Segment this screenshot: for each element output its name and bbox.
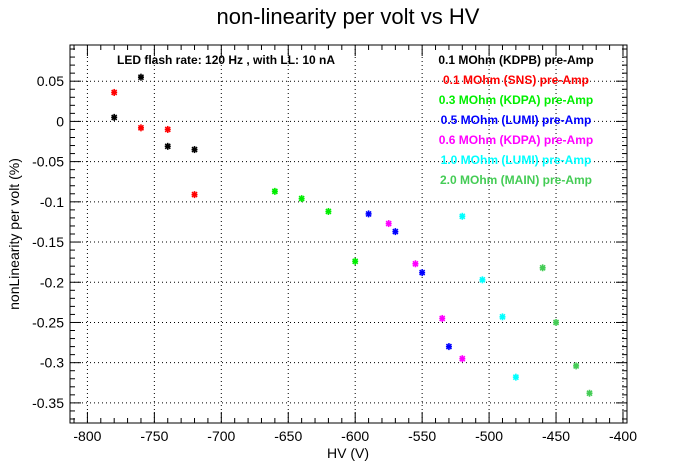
data-point bbox=[352, 257, 359, 265]
x-tick-label: -700 bbox=[207, 428, 235, 444]
y-tick-label: -0.05 bbox=[32, 154, 64, 170]
data-point bbox=[459, 355, 466, 363]
y-tick-label: -0.1 bbox=[40, 194, 64, 210]
x-tick-label: -550 bbox=[408, 428, 436, 444]
legend-entry: 0.1 MOhm (KDPB) pre-Amp bbox=[438, 53, 593, 67]
data-point bbox=[191, 191, 198, 199]
data-point bbox=[412, 260, 419, 268]
data-point bbox=[137, 124, 145, 132]
y-tick-label: -0.15 bbox=[32, 234, 64, 250]
x-tick-label: -650 bbox=[274, 428, 302, 444]
y-tick-label: -0.2 bbox=[40, 274, 64, 290]
data-point bbox=[439, 314, 446, 322]
x-tick-label: -750 bbox=[140, 428, 168, 444]
data-point bbox=[479, 276, 486, 284]
legend-entry: 0.5 MOhm (LUMI) pre-Amp bbox=[441, 113, 592, 127]
axis-ticks: -800 -750 -700 -650 -600 -550 -500 -450 -400 0.05… bbox=[32, 45, 637, 444]
data-point bbox=[552, 318, 560, 326]
chart-annotation: LED flash rate: 120 Hz , with LL: 10 nA bbox=[117, 53, 335, 67]
legend-entry: 0.3 MOhm (KDPA) pre-Amp bbox=[439, 93, 593, 107]
data-point bbox=[325, 207, 332, 215]
data-point bbox=[164, 125, 171, 133]
data-point bbox=[445, 343, 452, 351]
data-point bbox=[298, 195, 305, 203]
legend: 0.1 MOhm (KDPB) pre-Amp 0.1 MOhm (SNS) pr… bbox=[438, 53, 593, 187]
legend-entry: 1.0 MOhm (LUMI) pre-Amp bbox=[441, 153, 592, 167]
data-point bbox=[573, 362, 580, 370]
data-point bbox=[419, 269, 426, 277]
data-point bbox=[385, 220, 392, 228]
y-tick-label: 0 bbox=[56, 113, 64, 129]
data-point bbox=[365, 210, 372, 218]
data-point bbox=[459, 212, 466, 220]
y-tick-label: -0.3 bbox=[40, 355, 64, 371]
y-tick-label: 0.05 bbox=[37, 73, 64, 89]
x-tick-label: -500 bbox=[475, 428, 503, 444]
data-points bbox=[111, 73, 593, 397]
x-tick-label: -450 bbox=[542, 428, 570, 444]
legend-entry: 2.0 MOhm (MAIN) pre-Amp bbox=[440, 173, 592, 187]
x-tick-label: -600 bbox=[341, 428, 369, 444]
y-tick-label: -0.35 bbox=[32, 395, 64, 411]
x-tick-label: -800 bbox=[73, 428, 101, 444]
legend-entry: 0.1 MOhm (SNS) pre-Amp bbox=[443, 73, 589, 87]
x-tick-label: -400 bbox=[609, 428, 637, 444]
data-point bbox=[512, 373, 519, 381]
data-point bbox=[499, 313, 506, 321]
data-point bbox=[111, 113, 118, 121]
grid bbox=[70, 45, 627, 423]
chart-title: non-linearity per volt vs HV bbox=[217, 4, 480, 29]
x-axis-label: HV (V) bbox=[327, 445, 369, 461]
data-point bbox=[271, 187, 278, 195]
data-point bbox=[539, 264, 546, 272]
legend-entry: 0.6 MOhm (KDPA) pre-Amp bbox=[439, 133, 593, 147]
data-point bbox=[111, 88, 118, 96]
data-point bbox=[586, 389, 593, 397]
y-axis-label: nonLinearity per volt (%) bbox=[6, 158, 22, 310]
data-point bbox=[164, 142, 171, 150]
data-point bbox=[137, 73, 145, 81]
data-point bbox=[392, 228, 399, 236]
data-point bbox=[191, 146, 198, 154]
y-tick-label: -0.25 bbox=[32, 314, 64, 330]
